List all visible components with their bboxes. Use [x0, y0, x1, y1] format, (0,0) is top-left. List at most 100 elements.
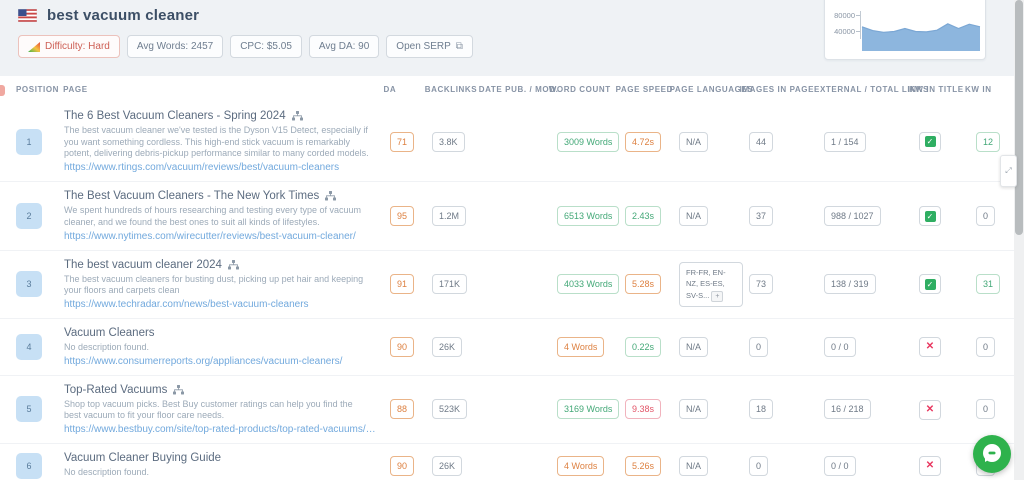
- word-count-value: 4 Words: [557, 455, 605, 476]
- images-in-page-value: 0: [749, 336, 769, 357]
- kw-in-title-x-icon: ✕: [919, 399, 941, 420]
- external-total-links-value: 16 / 218: [824, 399, 871, 420]
- table-row: 2 The Best Vacuum Cleaners - The New Yor…: [0, 181, 1024, 249]
- languages-value: N/A+: [679, 205, 709, 226]
- cpc-badge: CPC: $5.05: [230, 35, 302, 58]
- position-badge: 4: [16, 333, 42, 360]
- header-band: best vacuum cleaner Difficulty: Hard Avg…: [0, 0, 1024, 76]
- result-url-link[interactable]: https://www.bestbuy.com/site/top-rated-p…: [64, 424, 376, 436]
- table-header-row: POSITION PAGE DA BACKLINKS DATE PUB. / M…: [0, 76, 1024, 102]
- kw-in-title-check-icon: ✓: [919, 131, 941, 152]
- external-total-links-value: 138 / 319: [824, 274, 876, 295]
- backlinks-value: 26K: [432, 455, 463, 476]
- da-value: 95: [390, 205, 415, 226]
- search-volume-trend-card: 80000 40000: [824, 0, 986, 60]
- column-header-kw-in: KW IN: [965, 84, 992, 94]
- open-serp-button[interactable]: Open SERP ⧉: [386, 35, 473, 58]
- da-value: 90: [390, 336, 415, 357]
- y-axis-line: [860, 11, 861, 39]
- backlinks-value: 3.8K: [432, 131, 465, 152]
- images-in-page-value: 18: [749, 399, 774, 420]
- result-description: Shop top vacuum picks. Best Buy customer…: [64, 398, 353, 421]
- column-header-backlinks: BACKLINKS: [424, 84, 478, 94]
- sitemap-icon: [325, 191, 337, 201]
- kw-in-title-x-icon: ✕: [919, 456, 941, 477]
- external-total-links-value: 1 / 154: [824, 131, 866, 152]
- us-flag-icon: [17, 8, 38, 23]
- metric-badges: Difficulty: Hard Avg Words: 2457 CPC: $5…: [18, 35, 473, 58]
- word-count-value: 4033 Words: [557, 274, 620, 295]
- table-row: 5 Top-Rated Vacuums Shop top vacuum pick…: [0, 374, 1024, 443]
- result-title: The Best Vacuum Cleaners - The New York …: [64, 189, 390, 203]
- external-total-links-value: 0 / 0: [824, 455, 856, 476]
- difficulty-gauge-icon: [28, 41, 40, 52]
- result-title: The best vacuum cleaner 2024: [64, 258, 390, 272]
- result-description: No description found.: [64, 467, 150, 478]
- chat-bubble-icon: [980, 442, 1004, 466]
- column-header-word-count: WORD COUNT: [548, 84, 611, 94]
- column-header-external-links: EXTERNAL / TOTAL LINKS: [814, 84, 929, 94]
- result-url-link[interactable]: https://www.consumerreports.org/applianc…: [64, 355, 343, 367]
- position-badge: 2: [16, 202, 42, 229]
- keyword-header: best vacuum cleaner: [17, 7, 200, 24]
- position-badge: 1: [16, 128, 42, 155]
- word-count-value: 3009 Words: [557, 131, 620, 152]
- expand-languages-button[interactable]: +: [711, 290, 724, 302]
- backlinks-value: 523K: [432, 399, 468, 420]
- scrollbar-track[interactable]: [1014, 0, 1024, 480]
- page-speed-value: 5.26s: [625, 455, 662, 476]
- y-axis-tick-80000: 80000: [834, 11, 855, 20]
- images-in-page-value: 37: [749, 205, 774, 226]
- result-url-link[interactable]: https://www.techradar.com/news/best-vacu…: [64, 298, 309, 310]
- left-edge-marker: [0, 85, 5, 96]
- languages-value: N/A+: [679, 455, 709, 476]
- images-in-page-value: 44: [749, 131, 774, 152]
- difficulty-badge: Difficulty: Hard: [18, 35, 120, 58]
- kw-in-value: 0: [976, 205, 996, 226]
- word-count-value: 4 Words: [557, 336, 605, 357]
- position-badge: 6: [16, 452, 42, 479]
- images-in-page-value: 0: [749, 455, 769, 476]
- da-value: 90: [390, 455, 415, 476]
- difficulty-label: Difficulty: Hard: [45, 41, 110, 52]
- position-badge: 3: [16, 271, 42, 298]
- result-title: The 6 Best Vacuum Cleaners - Spring 2024: [64, 109, 390, 123]
- column-header-page-languages: PAGE LANGUAGES: [669, 84, 754, 94]
- kw-in-title-check-icon: ✓: [919, 274, 941, 295]
- backlinks-value: 26K: [432, 336, 463, 357]
- kw-in-value: 0: [976, 399, 996, 420]
- languages-value: N/A+: [679, 399, 709, 420]
- scrollbar-thumb[interactable]: [1015, 0, 1023, 235]
- page-speed-value: 4.72s: [625, 131, 662, 152]
- result-description: No description found.: [64, 341, 150, 352]
- kw-in-value: 31: [976, 274, 1001, 295]
- column-header-page-speed: PAGE SPEED: [615, 84, 673, 94]
- da-value: 88: [390, 399, 415, 420]
- tick-mark: [856, 31, 860, 32]
- page-speed-value: 2.43s: [625, 205, 662, 226]
- trend-area-chart: [861, 23, 981, 51]
- sitemap-icon: [227, 259, 239, 270]
- chat-launcher-button[interactable]: [973, 435, 1011, 473]
- kw-in-value: 0: [976, 336, 996, 357]
- result-url-link[interactable]: https://www.rtings.com/vacuum/reviews/be…: [64, 162, 340, 174]
- result-url-link[interactable]: https://www.nytimes.com/wirecutter/revie…: [64, 230, 356, 242]
- panel-resize-handle[interactable]: ⤢: [1000, 155, 1017, 187]
- page-speed-value: 5.28s: [625, 274, 662, 295]
- images-in-page-value: 73: [749, 274, 774, 295]
- table-row: 3 The best vacuum cleaner 2024 The best …: [0, 249, 1024, 318]
- avg-da-badge: Avg DA: 90: [308, 35, 380, 58]
- sitemap-icon: [291, 111, 303, 121]
- keyword-title: best vacuum cleaner: [47, 7, 200, 24]
- languages-value: N/A+: [679, 131, 709, 152]
- table-row: 4 Vacuum Cleaners No description found. …: [0, 317, 1024, 375]
- page-speed-value: 9.38s: [625, 399, 662, 420]
- sitemap-icon: [173, 384, 185, 395]
- da-value: 91: [390, 274, 415, 295]
- column-header-date: DATE PUB. / MOD.: [478, 84, 559, 94]
- column-header-page: PAGE: [63, 84, 88, 94]
- column-header-position: POSITION: [16, 84, 60, 94]
- kw-in-value: 12: [976, 131, 1001, 152]
- open-serp-label: Open SERP: [396, 41, 451, 52]
